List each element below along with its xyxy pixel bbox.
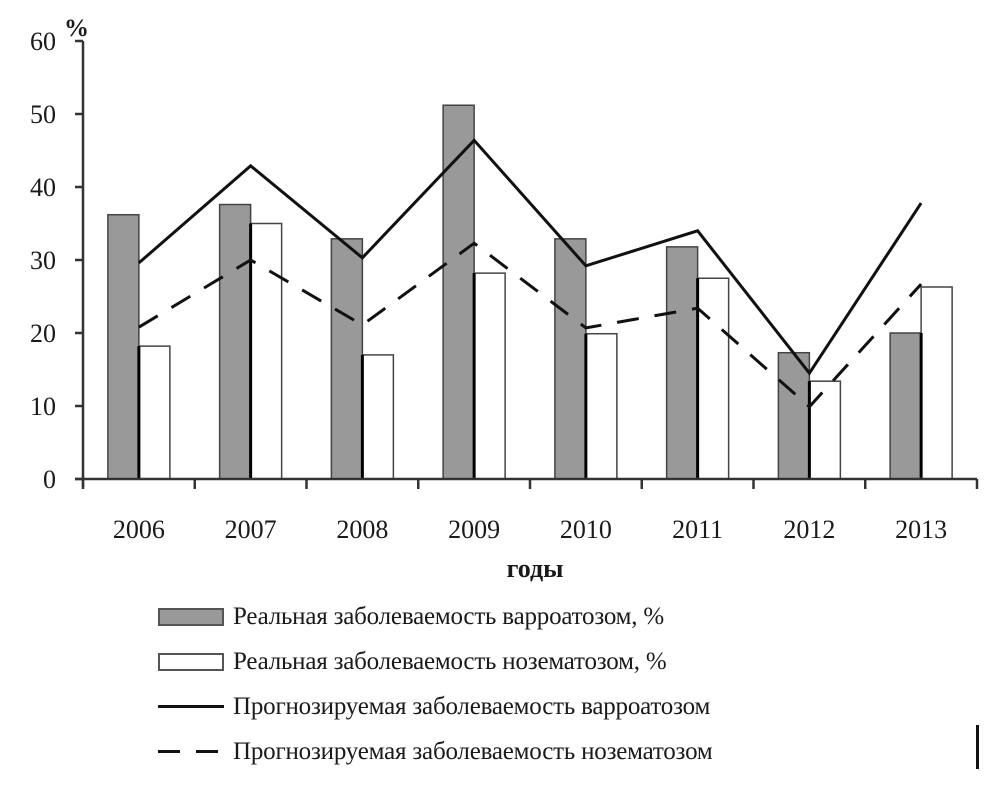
line-forecast-nosematosis <box>138 241 923 409</box>
legend-label: Реальная заболеваемость нозематозом, % <box>233 647 667 675</box>
axes: 0 10 20 30 40 50 60 2006 2007 2008 2009 2010 2011 201… <box>30 27 979 544</box>
x-tick-label: 2008 <box>336 515 388 544</box>
x-axis-title: годы <box>507 554 564 583</box>
bar-nosematosis <box>473 272 506 480</box>
y-tick-label: 40 <box>30 173 56 202</box>
legend-label: Прогнозируемая заболеваемость варроатозо… <box>233 692 711 720</box>
vertical-mark <box>976 725 979 769</box>
y-tick-label: 60 <box>30 27 56 56</box>
gray-bar-swatch-icon <box>158 607 224 626</box>
legend-item-varroatosis-forecast: Прогнозируемая заболеваемость варроатозо… <box>158 684 713 729</box>
plot-area: 0 10 20 30 40 50 60 2006 2007 2008 2009 2010 2011 201… <box>30 15 979 583</box>
y-axis-unit: % <box>64 15 89 42</box>
x-tick-label: 2006 <box>113 515 165 544</box>
x-tick-label: 2012 <box>783 515 835 544</box>
legend: Реальная заболеваемость варроатозом, % Р… <box>158 594 713 774</box>
bar-nosematosis <box>696 277 730 480</box>
x-tick-label: 2013 <box>895 515 947 544</box>
bar-varroatosis <box>554 238 587 480</box>
legend-label: Реальная заболеваемость варроатозом, % <box>233 602 665 630</box>
legend-item-varroatosis-real: Реальная заболеваемость варроатозом, % <box>158 594 713 639</box>
bar-group <box>107 104 953 480</box>
bar-varroatosis <box>889 332 922 480</box>
legend-item-nosematosis-forecast: Прогнозируемая заболеваемость нозематозо… <box>158 729 713 774</box>
bar-nosematosis <box>361 354 395 480</box>
y-tick-label: 50 <box>30 100 56 129</box>
bar-nosematosis <box>585 332 618 480</box>
line-forecast-varroatosis <box>137 138 923 376</box>
bar-varroatosis <box>107 213 140 480</box>
legend-item-nosematosis-real: Реальная заболеваемость нозематозом, % <box>158 639 713 684</box>
white-bar-swatch-icon <box>158 652 224 671</box>
x-tick-label: 2009 <box>448 515 500 544</box>
legend-label: Прогнозируемая заболеваемость нозематозо… <box>233 737 713 765</box>
y-tick-label: 30 <box>30 246 56 275</box>
solid-line-swatch-icon <box>158 705 224 708</box>
bar-varroatosis <box>330 238 364 480</box>
bar-nosematosis <box>920 286 953 480</box>
bar-nosematosis <box>138 345 171 480</box>
line-group <box>137 138 923 409</box>
x-tick-label: 2007 <box>225 515 277 544</box>
bar-varroatosis <box>442 104 475 480</box>
bar-varroatosis <box>777 351 811 480</box>
x-tick-label: 2010 <box>560 515 612 544</box>
y-tick-label: 20 <box>30 319 56 348</box>
bar-varroatosis <box>218 203 252 480</box>
y-tick-label: 0 <box>43 465 56 494</box>
y-tick-label: 10 <box>30 392 56 421</box>
x-tick-label: 2011 <box>672 515 723 544</box>
dashed-line-swatch-icon <box>158 750 224 753</box>
bar-nosematosis <box>808 380 842 480</box>
bar-varroatosis <box>665 246 699 480</box>
